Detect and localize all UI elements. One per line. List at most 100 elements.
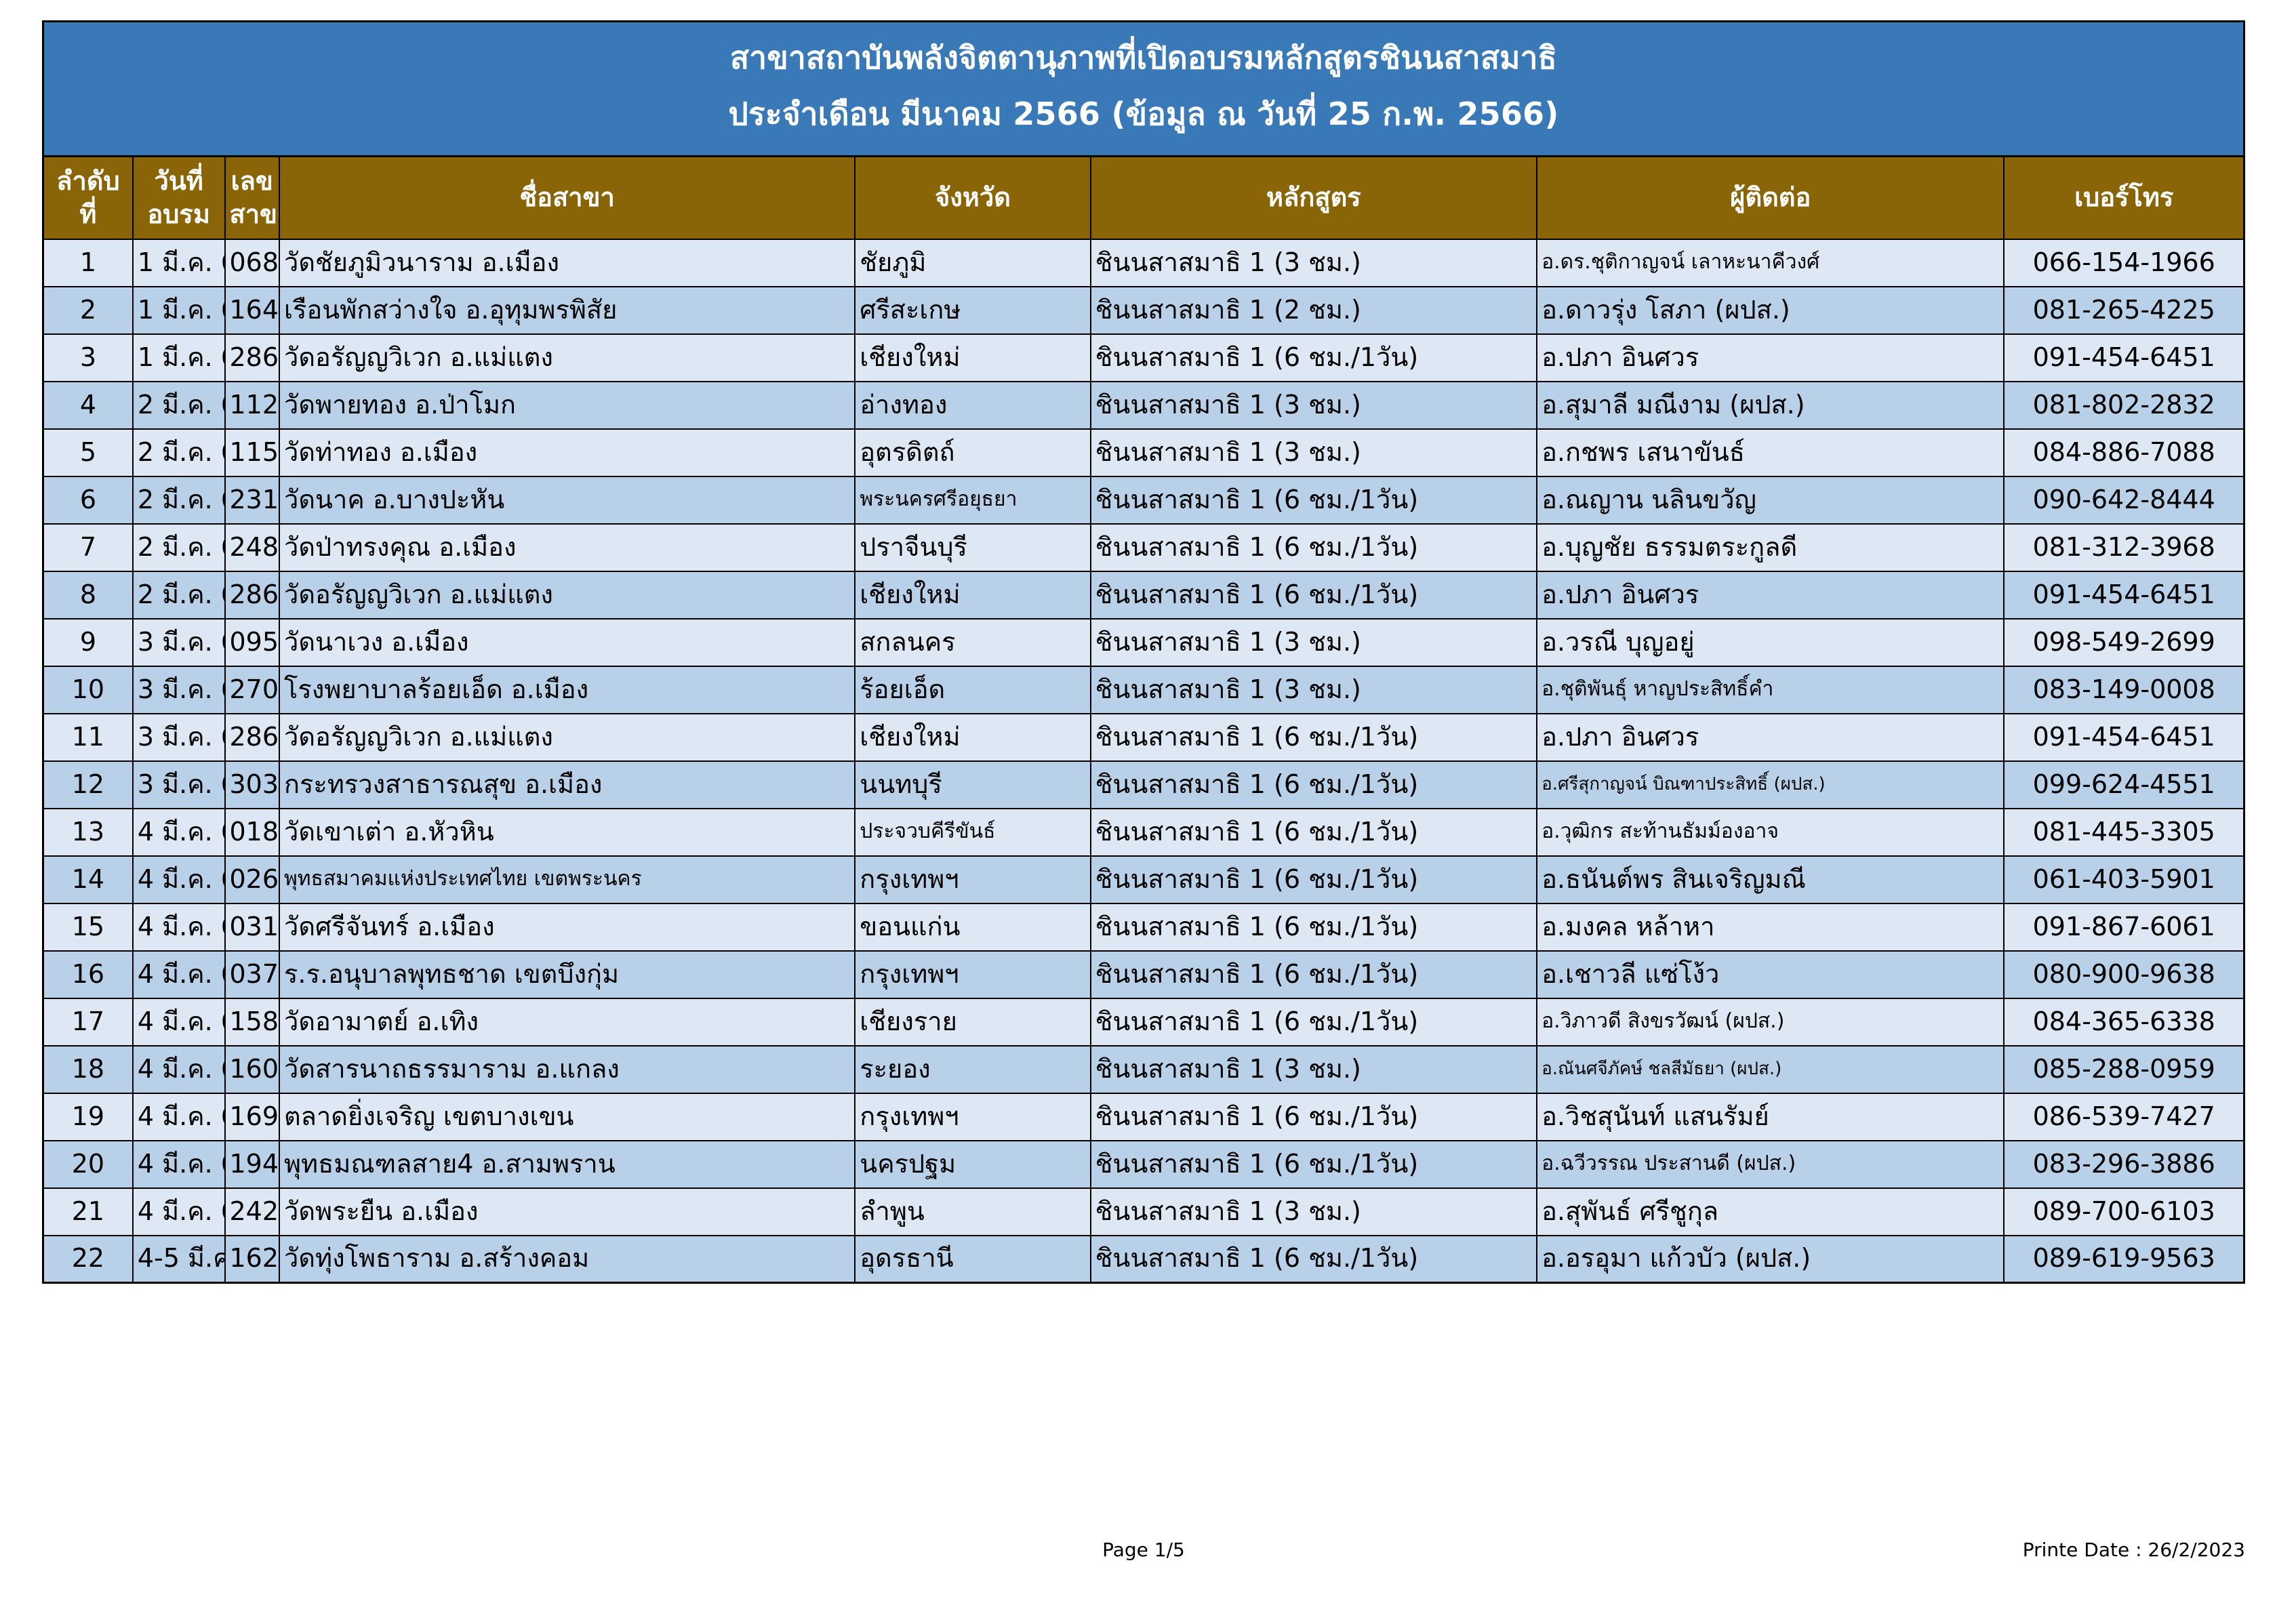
cell-no: 9 [42,617,134,667]
cell-code: 169 [224,1092,280,1141]
cell-phone: 083-149-0008 [2003,665,2245,714]
cell-branch: พุทธสมาคมแห่งประเทศไทย เขตพระนคร [278,855,856,904]
table-row: 52 มี.ค. 66115วัดท่าทอง อ.เมืองอุตรดิตถ์… [42,428,2245,477]
cell-phone: 084-365-6338 [2003,997,2245,1047]
cell-date: 2 มี.ค. 66 [132,475,226,525]
table-row: 204 มี.ค. 66194พุทธมณฑลสาย4 อ.สามพรานนคร… [42,1139,2245,1189]
cell-branch: วัดศรีจันทร์ อ.เมือง [278,902,856,952]
cell-no: 22 [42,1234,134,1284]
cell-prov: อุตรดิตถ์ [854,428,1091,477]
cell-prov: นครปฐม [854,1139,1091,1189]
table-row: 134 มี.ค. 66018วัดเขาเต่า อ.หัวหินประจวบ… [42,807,2245,857]
col-header-contact: ผู้ติดต่อ [1536,155,2005,240]
cell-code: 248 [224,523,280,572]
page-footer: Page 1/5 Printe Date : 26/2/2023 [42,1539,2245,1566]
cell-contact: อ.ศรีสุกาญจน์ บิณฑาประสิทธิ์ (ผปส.) [1536,760,2005,809]
table-header-row: ลำดับที่ วันที่อบรม เลขสาขา ชื่อสาขา จัง… [42,155,2245,240]
cell-branch: วัดอามาตย์ อ.เทิง [278,997,856,1047]
cell-prov: ระยอง [854,1044,1091,1094]
cell-no: 5 [42,428,134,477]
cell-contact: อ.วิชสุนันท์ แสนรัมย์ [1536,1092,2005,1141]
cell-contact: อ.อรอุมา แก้วบัว (ผปส.) [1536,1234,2005,1284]
cell-contact: อ.กชพร เสนาขันธ์ [1536,428,2005,477]
cell-phone: 091-454-6451 [2003,570,2245,619]
cell-prov: นนทบุรี [854,760,1091,809]
cell-branch: วัดป่าทรงคุณ อ.เมือง [278,523,856,572]
cell-contact: อ.สุพันธ์ ศรีชูกุล [1536,1187,2005,1236]
cell-date: 1 มี.ค. 66 [132,333,226,382]
table-row: 174 มี.ค. 66158วัดอามาตย์ อ.เทิงเชียงราย… [42,997,2245,1047]
table-row: 164 มี.ค. 66037ร.ร.อนุบาลพุทธชาด เขตบึงก… [42,950,2245,999]
cell-branch: วัดอรัญญวิเวก อ.แม่แตง [278,712,856,762]
cell-branch: วัดนาค อ.บางปะหัน [278,475,856,525]
cell-branch: วัดท่าทอง อ.เมือง [278,428,856,477]
cell-phone: 081-312-3968 [2003,523,2245,572]
cell-date: 3 มี.ค. 66 [132,760,226,809]
cell-course: ชินนสาสมาธิ 1 (6 ชม./1วัน) [1089,1139,1538,1189]
cell-course: ชินนสาสมาธิ 1 (3 ชม.) [1089,428,1538,477]
cell-date: 2 มี.ค. 66 [132,523,226,572]
cell-branch: กระทรวงสาธารณสุข อ.เมือง [278,760,856,809]
cell-course: ชินนสาสมาธิ 1 (3 ชม.) [1089,1044,1538,1094]
cell-course: ชินนสาสมาธิ 1 (6 ชม./1วัน) [1089,760,1538,809]
cell-branch: วัดอรัญญวิเวก อ.แม่แตง [278,570,856,619]
cell-phone: 081-445-3305 [2003,807,2245,857]
cell-phone: 098-549-2699 [2003,617,2245,667]
cell-branch: พุทธมณฑลสาย4 อ.สามพราน [278,1139,856,1189]
table-row: 62 มี.ค. 66231วัดนาค อ.บางปะหันพระนครศรี… [42,475,2245,525]
col-header-branch: ชื่อสาขา [278,155,856,240]
cell-course: ชินนสาสมาธิ 1 (6 ชม./1วัน) [1089,950,1538,999]
cell-no: 3 [42,333,134,382]
cell-contact: อ.ณันศจีภัคษ์ ชลสีมัธยา (ผปส.) [1536,1044,2005,1094]
table-row: 184 มี.ค. 66160วัดสารนาถธรรมาราม อ.แกลงร… [42,1044,2245,1094]
cell-no: 12 [42,760,134,809]
cell-code: 231 [224,475,280,525]
page-number: Page 1/5 [1102,1539,1185,1561]
cell-prov: ร้อยเอ็ด [854,665,1091,714]
cell-date: 2 มี.ค. 66 [132,570,226,619]
cell-no: 13 [42,807,134,857]
cell-course: ชินนสาสมาธิ 1 (6 ชม./1วัน) [1089,1092,1538,1141]
cell-course: ชินนสาสมาธิ 1 (6 ชม./1วัน) [1089,1234,1538,1284]
cell-contact: อ.มงคล หล้าหา [1536,902,2005,952]
cell-no: 16 [42,950,134,999]
cell-prov: เชียงราย [854,997,1091,1047]
cell-date: 4 มี.ค. 66 [132,1044,226,1094]
cell-contact: อ.ปภา อินศวร [1536,333,2005,382]
cell-prov: สกลนคร [854,617,1091,667]
cell-course: ชินนสาสมาธิ 1 (3 ชม.) [1089,665,1538,714]
cell-date: 4 มี.ค. 66 [132,997,226,1047]
cell-branch: วัดอรัญญวิเวก อ.แม่แตง [278,333,856,382]
cell-phone: 080-900-9638 [2003,950,2245,999]
cell-phone: 086-539-7427 [2003,1092,2245,1141]
cell-contact: อ.วุฒิกร สะท้านธัมม์องอาจ [1536,807,2005,857]
cell-prov: ปราจีนบุรี [854,523,1091,572]
cell-course: ชินนสาสมาธิ 1 (3 ชม.) [1089,238,1538,287]
cell-course: ชินนสาสมาธิ 1 (6 ชม./1วัน) [1089,523,1538,572]
cell-course: ชินนสาสมาธิ 1 (6 ชม./1วัน) [1089,475,1538,525]
cell-course: ชินนสาสมาธิ 1 (3 ชม.) [1089,1187,1538,1236]
cell-code: 162 [224,1234,280,1284]
table-row: 123 มี.ค. 66303กระทรวงสาธารณสุข อ.เมืองน… [42,760,2245,809]
cell-course: ชินนสาสมาธิ 1 (6 ชม./1วัน) [1089,570,1538,619]
cell-date: 2 มี.ค. 66 [132,380,226,430]
cell-phone: 089-619-9563 [2003,1234,2245,1284]
cell-date: 3 มี.ค. 66 [132,712,226,762]
cell-no: 15 [42,902,134,952]
cell-phone: 085-288-0959 [2003,1044,2245,1094]
report-title-line-1: สาขาสถาบันพลังจิตตานุภาพที่เปิดอบรมหลักส… [730,39,1557,76]
cell-contact: อ.ชุติพันธุ์ หาญประสิทธิ์คำ [1536,665,2005,714]
table-row: 11 มี.ค. 66068วัดชัยภูมิวนาราม อ.เมืองชั… [42,238,2245,287]
cell-date: 1 มี.ค. 66 [132,285,226,335]
cell-course: ชินนสาสมาธิ 1 (3 ชม.) [1089,617,1538,667]
col-header-course: หลักสูตร [1089,155,1538,240]
cell-code: 037 [224,950,280,999]
cell-phone: 066-154-1966 [2003,238,2245,287]
cell-no: 11 [42,712,134,762]
cell-no: 21 [42,1187,134,1236]
col-header-phone: เบอร์โทร [2003,155,2245,240]
cell-code: 303 [224,760,280,809]
cell-no: 6 [42,475,134,525]
cell-prov: เชียงใหม่ [854,333,1091,382]
cell-contact: อ.สุมาลี มณีงาม (ผปส.) [1536,380,2005,430]
